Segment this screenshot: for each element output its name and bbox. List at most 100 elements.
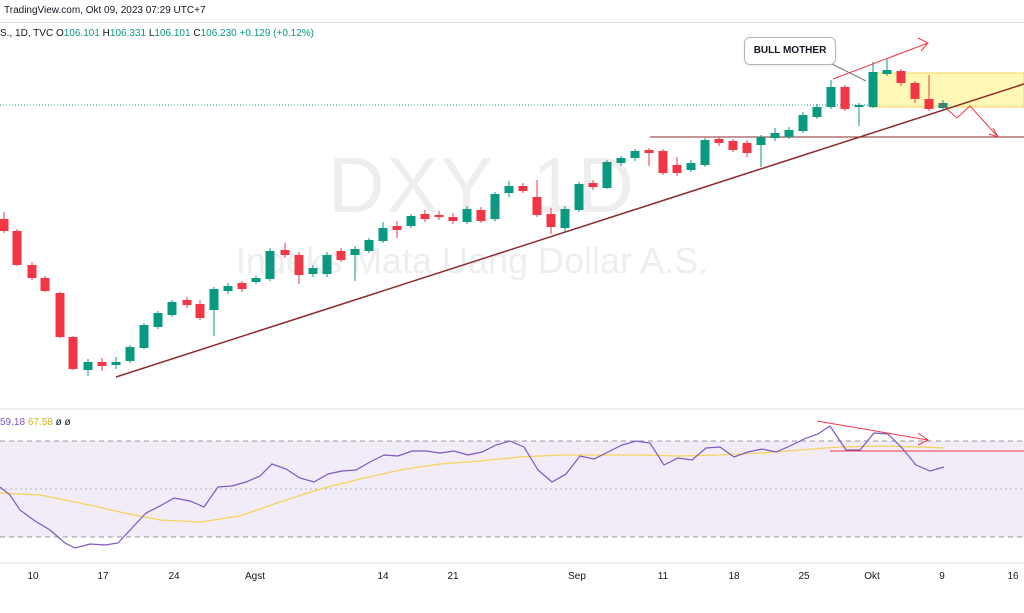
candle-body	[392, 226, 402, 230]
candle-body	[714, 139, 724, 143]
candle	[40, 276, 50, 292]
symbol-prefix: S., 1D, TVC	[0, 28, 54, 39]
candle-body	[756, 137, 766, 145]
candle-body	[12, 231, 22, 265]
candle-body	[812, 107, 822, 117]
candle-body	[504, 186, 514, 193]
candle-body	[560, 209, 570, 228]
candle	[504, 181, 514, 197]
candle-body	[518, 186, 528, 191]
candle	[167, 300, 177, 317]
candle	[0, 212, 9, 233]
candle-body	[350, 249, 360, 255]
rsi-divergence-arrow[interactable]	[816, 420, 929, 446]
candle-body	[27, 265, 37, 278]
candle	[686, 160, 696, 172]
candle	[265, 248, 275, 281]
candle	[924, 75, 934, 111]
candle-body	[308, 268, 318, 274]
candle-body	[139, 325, 149, 348]
candle-body	[153, 313, 163, 327]
candle	[97, 358, 107, 371]
candle	[700, 138, 710, 167]
candle-body	[882, 70, 892, 74]
ohlc-legend[interactable]: S., 1D, TVC O106.101 H106.331 L106.101 C…	[0, 28, 314, 39]
candle	[392, 221, 402, 238]
candle-body	[630, 151, 640, 158]
candle	[209, 287, 219, 336]
candle-body	[167, 302, 177, 315]
candle-body	[784, 130, 794, 137]
candle-body	[658, 151, 668, 173]
open-label: O	[55, 28, 64, 39]
candle	[462, 206, 472, 224]
candle	[195, 300, 205, 320]
candle	[588, 180, 598, 190]
candle-body	[644, 150, 654, 153]
candle-body	[826, 87, 836, 107]
high-value: 106.331	[109, 28, 147, 39]
candle	[448, 213, 458, 224]
candle-body	[68, 337, 78, 369]
candle-body	[742, 143, 752, 153]
candle	[476, 207, 486, 223]
x-axis-label: 17	[97, 571, 109, 582]
candle-body	[55, 293, 65, 337]
x-axis-label: Okt	[864, 571, 880, 582]
candle-body	[223, 286, 233, 291]
candle	[518, 183, 528, 193]
candle-body	[574, 184, 584, 210]
candle	[280, 243, 290, 258]
candle	[910, 81, 920, 103]
candle	[770, 128, 780, 141]
candle-body	[182, 300, 192, 305]
candle-body	[532, 197, 542, 215]
supply-zone-box[interactable]	[869, 72, 1024, 108]
candle-body	[83, 362, 93, 370]
bull-mother-callout[interactable]: BULL MOTHER	[744, 37, 836, 65]
candle-body	[896, 71, 906, 83]
candle	[350, 246, 360, 281]
candle	[153, 311, 163, 329]
high-label: H	[102, 28, 110, 39]
candle	[532, 180, 542, 217]
candle	[854, 103, 864, 126]
candle	[630, 149, 640, 161]
candle	[560, 206, 570, 233]
rsi-legend[interactable]: 59.18 67.58 ø ø	[0, 417, 71, 428]
candle-body	[546, 214, 556, 227]
candle	[742, 140, 752, 157]
candle-body	[0, 219, 9, 231]
x-axis-label: 21	[447, 571, 459, 582]
candle-body	[294, 255, 304, 275]
candle	[251, 276, 261, 284]
price-change: +0.129 (+0.12%)	[239, 28, 315, 39]
candles-group	[0, 59, 948, 376]
candle-body	[910, 83, 920, 99]
bullish-arrow-annotation[interactable]	[832, 37, 929, 80]
candle-body	[420, 214, 430, 219]
candle-body	[588, 183, 598, 187]
x-axis-label: 25	[798, 571, 810, 582]
candle	[420, 210, 430, 222]
candle	[434, 211, 444, 220]
candle	[83, 359, 93, 376]
candle-body	[237, 283, 247, 289]
candle-body	[840, 87, 850, 109]
candle	[111, 357, 121, 369]
candle	[139, 323, 149, 349]
candle-body	[125, 347, 135, 361]
candle-body	[336, 251, 346, 260]
candle-body	[798, 115, 808, 131]
x-axis-label: 18	[728, 571, 740, 582]
projection-path-arrow[interactable]	[939, 102, 1000, 138]
x-axis-label: 16	[1007, 571, 1019, 582]
uptrend-line[interactable]	[115, 83, 1024, 378]
candle-body	[700, 140, 710, 165]
candle	[728, 139, 738, 152]
candle	[896, 69, 906, 86]
rsi-value: 59.18	[0, 417, 26, 428]
candle-body	[616, 158, 626, 163]
candle-body	[265, 251, 275, 279]
